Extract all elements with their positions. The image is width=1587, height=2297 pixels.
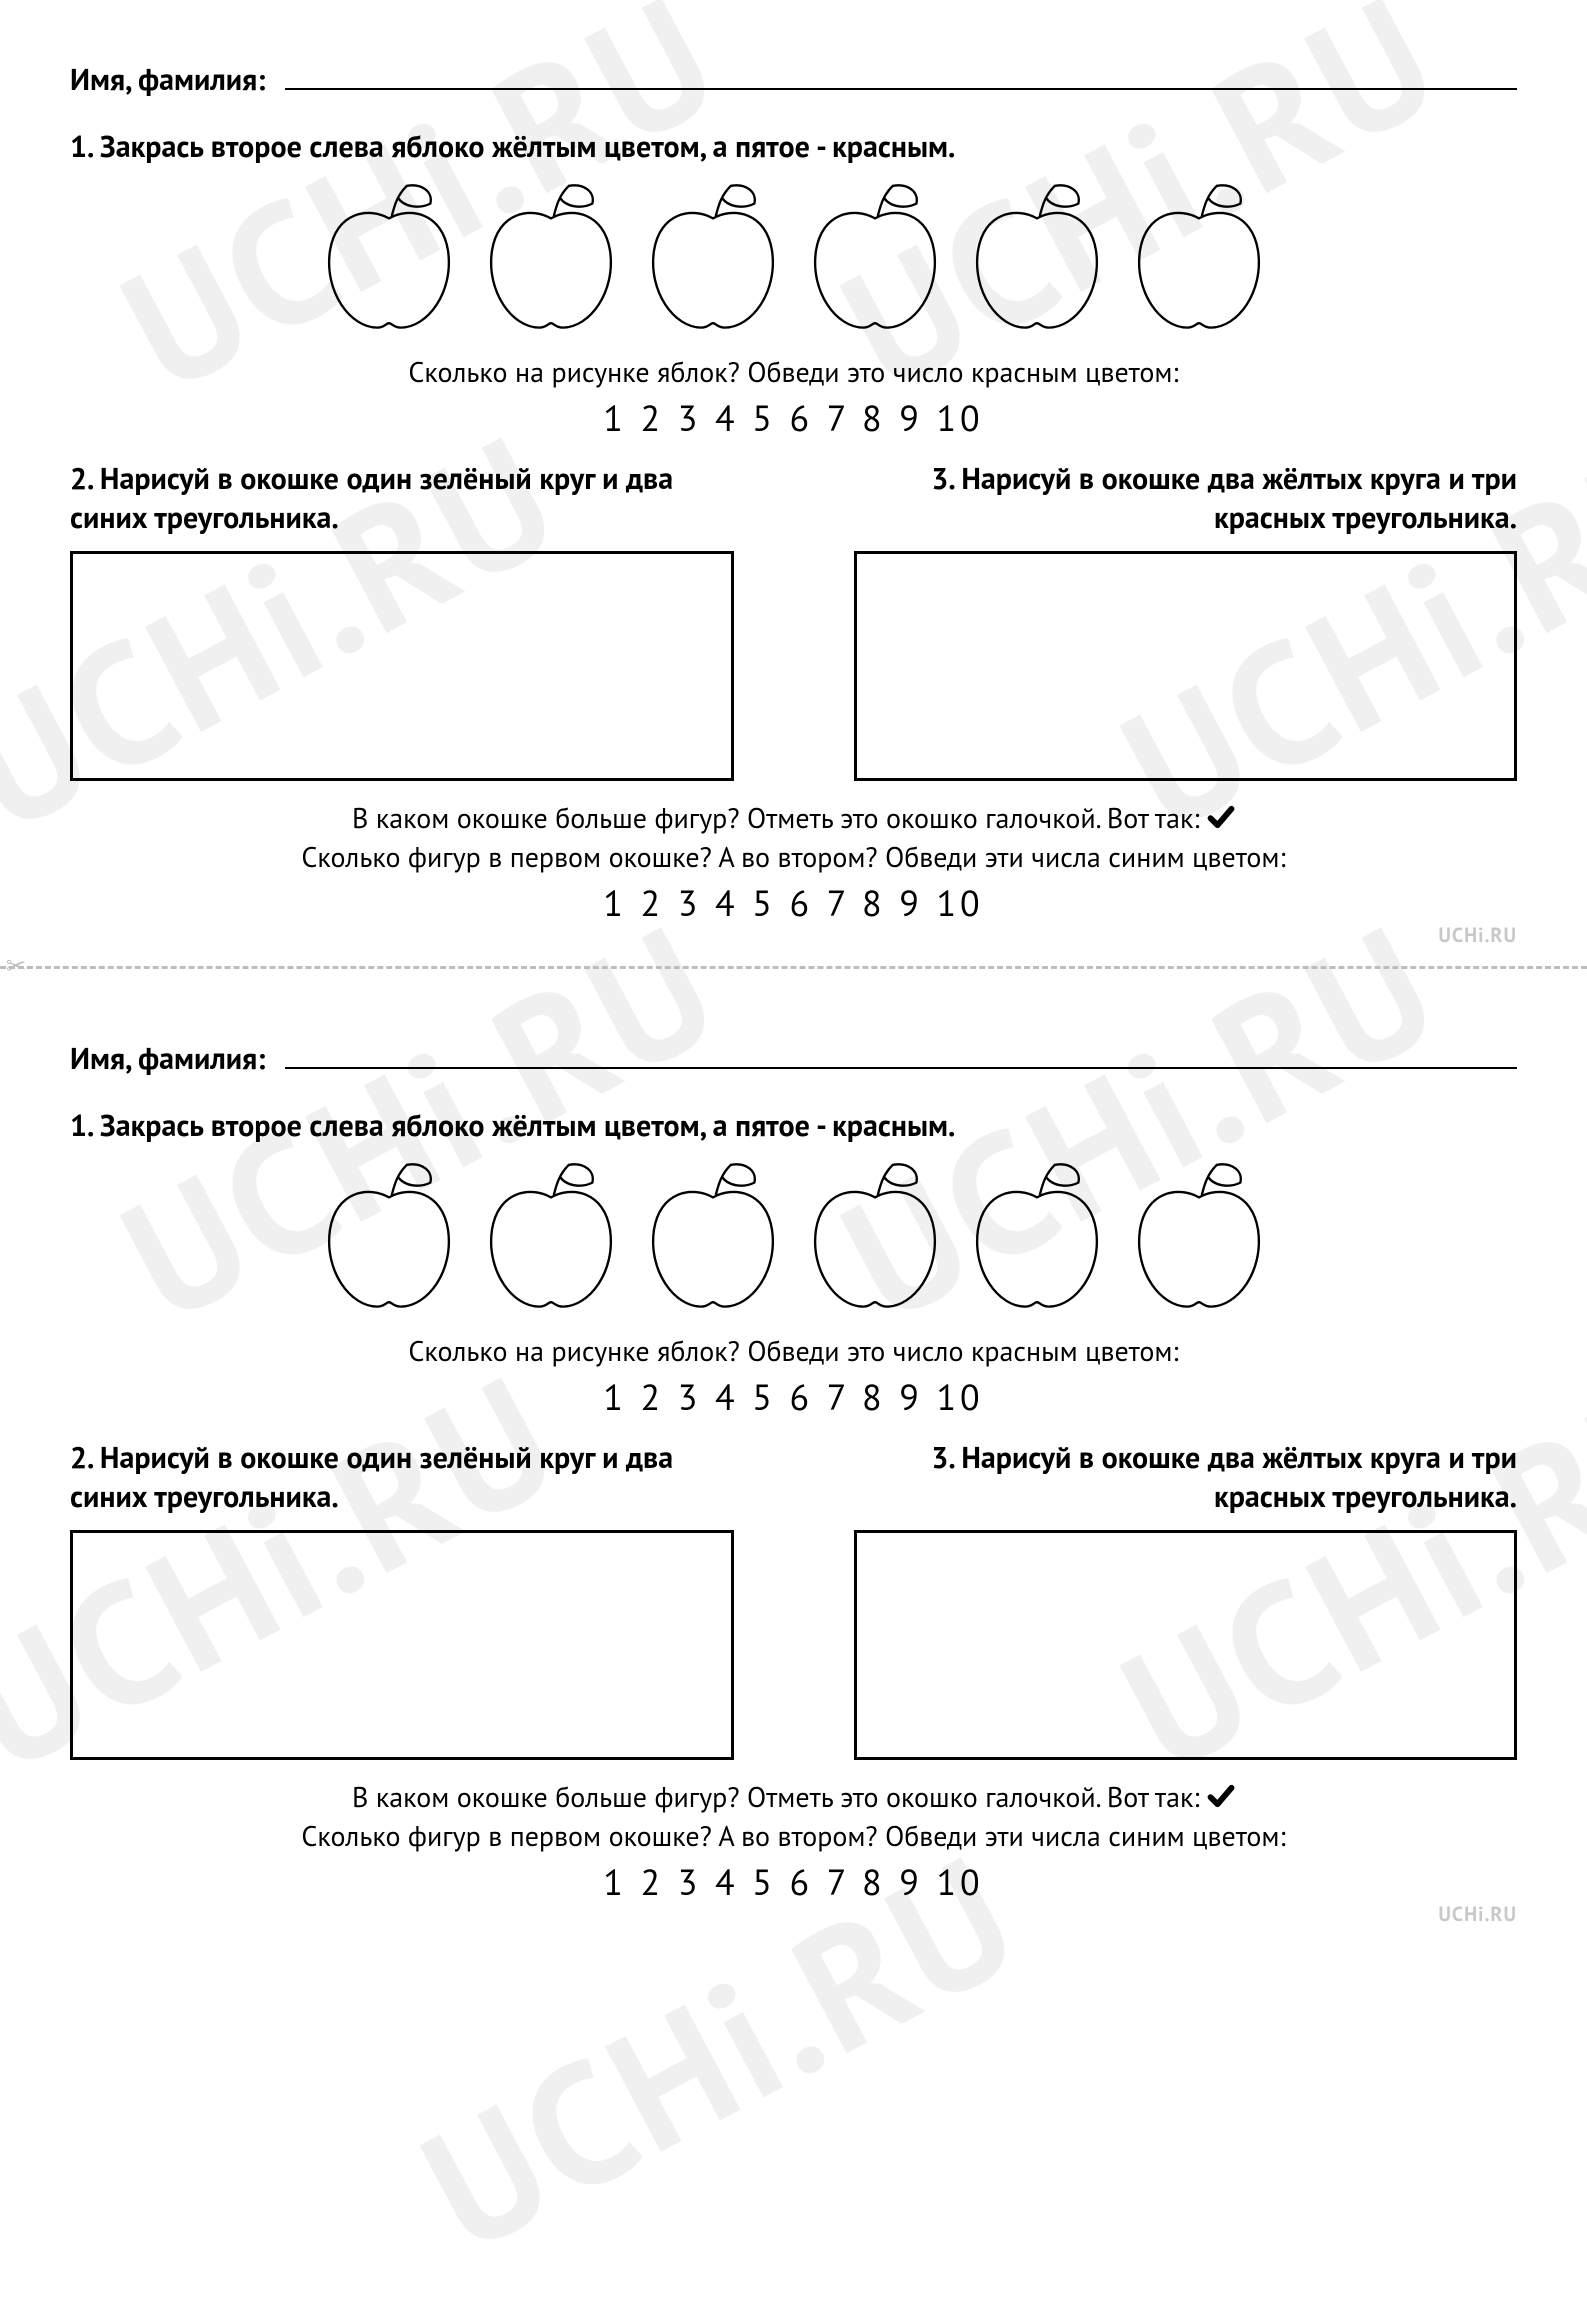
apple-icon[interactable]	[476, 1159, 626, 1314]
task2-draw-box[interactable]	[70, 1530, 734, 1760]
task2-column: 2. Нарисуй в окошке один зелёный круг и …	[70, 459, 734, 781]
scissors-icon: ✂	[6, 950, 26, 981]
task3-title: 3. Нарисуй в окошке два жёлтых круга и т…	[854, 1438, 1518, 1516]
apples-row	[70, 1159, 1517, 1314]
checkmark-icon	[1207, 1782, 1235, 1810]
task2-draw-box[interactable]	[70, 551, 734, 781]
followup-line2: Сколько фигур в первом окошке? А во втор…	[70, 1817, 1517, 1854]
followup-line1-text: В каком окошке больше фигур? Отметь это …	[352, 799, 1199, 836]
apple-icon[interactable]	[962, 1159, 1112, 1314]
apple-icon[interactable]	[962, 180, 1112, 335]
task1-question: Сколько на рисунке яблок? Обведи это чис…	[70, 353, 1517, 390]
task3-column: 3. Нарисуй в окошке два жёлтых круга и т…	[854, 1438, 1518, 1760]
task3-draw-box[interactable]	[854, 551, 1518, 781]
worksheet-top: Имя, фамилия: 1. Закрась второе слева яб…	[0, 0, 1587, 956]
task2-title: 2. Нарисуй в окошке один зелёный круг и …	[70, 1438, 734, 1516]
apples-row	[70, 180, 1517, 335]
worksheet-bottom: Имя, фамилия: 1. Закрась второе слева яб…	[0, 979, 1587, 1935]
apple-icon[interactable]	[476, 180, 626, 335]
name-label: Имя, фамилия:	[70, 60, 265, 99]
apple-icon[interactable]	[800, 180, 950, 335]
apple-icon[interactable]	[800, 1159, 950, 1314]
apple-icon[interactable]	[638, 180, 788, 335]
footer-brand: UCHi.RU	[1438, 1901, 1517, 1927]
apple-icon[interactable]	[314, 1159, 464, 1314]
footer-brand: UCHi.RU	[1438, 922, 1517, 948]
task3-column: 3. Нарисуй в окошке два жёлтых круга и т…	[854, 459, 1518, 781]
apple-icon[interactable]	[638, 1159, 788, 1314]
name-input-line[interactable]	[285, 66, 1517, 90]
followup-line1: В каком окошке больше фигур? Отметь это …	[70, 1778, 1517, 1815]
task1-numbers[interactable]: 1 2 3 4 5 6 7 8 9 10	[70, 1373, 1517, 1420]
tasks-2-3-row: 2. Нарисуй в окошке один зелёный круг и …	[70, 459, 1517, 781]
apple-icon[interactable]	[1124, 180, 1274, 335]
name-row: Имя, фамилия:	[70, 60, 1517, 99]
tasks-2-3-row: 2. Нарисуй в окошке один зелёный круг и …	[70, 1438, 1517, 1760]
followup-line2: Сколько фигур в первом окошке? А во втор…	[70, 838, 1517, 875]
checkmark-icon	[1207, 803, 1235, 831]
task1-question: Сколько на рисунке яблок? Обведи это чис…	[70, 1332, 1517, 1369]
apple-icon[interactable]	[1124, 1159, 1274, 1314]
followup-numbers[interactable]: 1 2 3 4 5 6 7 8 9 10	[70, 1858, 1517, 1905]
followup-line1: В каком окошке больше фигур? Отметь это …	[70, 799, 1517, 836]
apple-icon[interactable]	[314, 180, 464, 335]
task3-title: 3. Нарисуй в окошке два жёлтых круга и т…	[854, 459, 1518, 537]
task2-column: 2. Нарисуй в окошке один зелёный круг и …	[70, 1438, 734, 1760]
cut-line	[0, 966, 1587, 969]
task1-title: 1. Закрась второе слева яблоко жёлтым цв…	[70, 127, 1517, 166]
name-input-line[interactable]	[285, 1045, 1517, 1069]
followup-numbers[interactable]: 1 2 3 4 5 6 7 8 9 10	[70, 879, 1517, 926]
name-label: Имя, фамилия:	[70, 1039, 265, 1078]
followup-line1-text: В каком окошке больше фигур? Отметь это …	[352, 1778, 1199, 1815]
task1-numbers[interactable]: 1 2 3 4 5 6 7 8 9 10	[70, 394, 1517, 441]
task2-title: 2. Нарисуй в окошке один зелёный круг и …	[70, 459, 734, 537]
task1-title: 1. Закрась второе слева яблоко жёлтым цв…	[70, 1106, 1517, 1145]
task3-draw-box[interactable]	[854, 1530, 1518, 1760]
name-row: Имя, фамилия:	[70, 1039, 1517, 1078]
